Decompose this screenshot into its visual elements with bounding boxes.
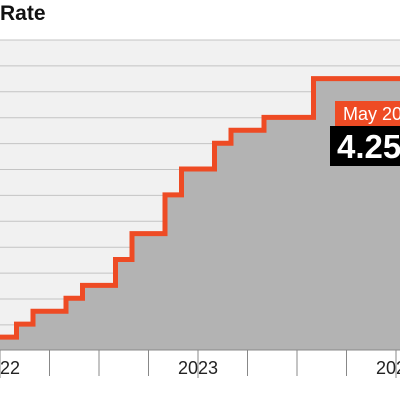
callout: May 2024 4.25%: [330, 101, 400, 166]
x-ticks: 2022 2023 2024: [0, 349, 400, 378]
callout-value-box: [330, 126, 400, 166]
x-tick-label: 2024: [376, 358, 400, 378]
rate-line: [0, 76, 400, 340]
x-tick-label: 2022: [0, 358, 20, 378]
x-tick-label: 2023: [178, 358, 218, 378]
chart-title: Rate: [0, 2, 46, 25]
callout-value: 4.25%: [337, 128, 400, 165]
rate-area: [0, 78, 400, 350]
callout-date: May 2024: [343, 104, 400, 124]
callout-date-box: [335, 101, 400, 126]
